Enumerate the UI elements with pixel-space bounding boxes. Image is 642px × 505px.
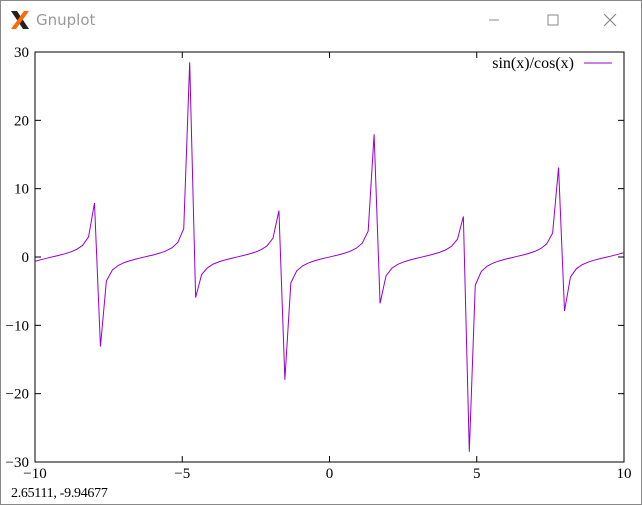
x-tick-label: 5 <box>473 466 481 482</box>
title-bar[interactable]: Gnuplot <box>1 1 641 39</box>
series-line-tan <box>35 62 624 452</box>
y-tick-label: −20 <box>6 387 29 403</box>
window-title: Gnuplot <box>36 11 96 29</box>
y-tick-label: 20 <box>14 113 29 129</box>
x-tick-label: −5 <box>174 466 190 482</box>
mouse-coordinates: 2.65111, -9.94677 <box>11 486 108 501</box>
x-window-icon <box>11 11 29 29</box>
y-tick-label: 30 <box>14 45 29 61</box>
plot-canvas[interactable]: −10 −5 0 5 10 −30 −20 −10 0 10 20 30 sin(x)/cos(x) <box>1 39 641 485</box>
y-tick-label: −10 <box>6 318 29 334</box>
y-tick-label: 10 <box>14 182 29 198</box>
x-tick-label: 0 <box>326 466 334 482</box>
maximize-icon <box>547 14 559 26</box>
close-button[interactable] <box>587 1 633 39</box>
close-icon <box>603 13 617 27</box>
y-tick-label: −30 <box>6 455 29 471</box>
x-tick-label: 10 <box>617 466 632 482</box>
maximize-button[interactable] <box>530 1 576 39</box>
x-tick-label: −10 <box>23 466 46 482</box>
legend-label: sin(x)/cos(x) <box>492 55 574 72</box>
minimize-icon <box>489 19 499 21</box>
minimize-button[interactable] <box>471 1 517 39</box>
y-tick-label: 0 <box>22 250 30 266</box>
